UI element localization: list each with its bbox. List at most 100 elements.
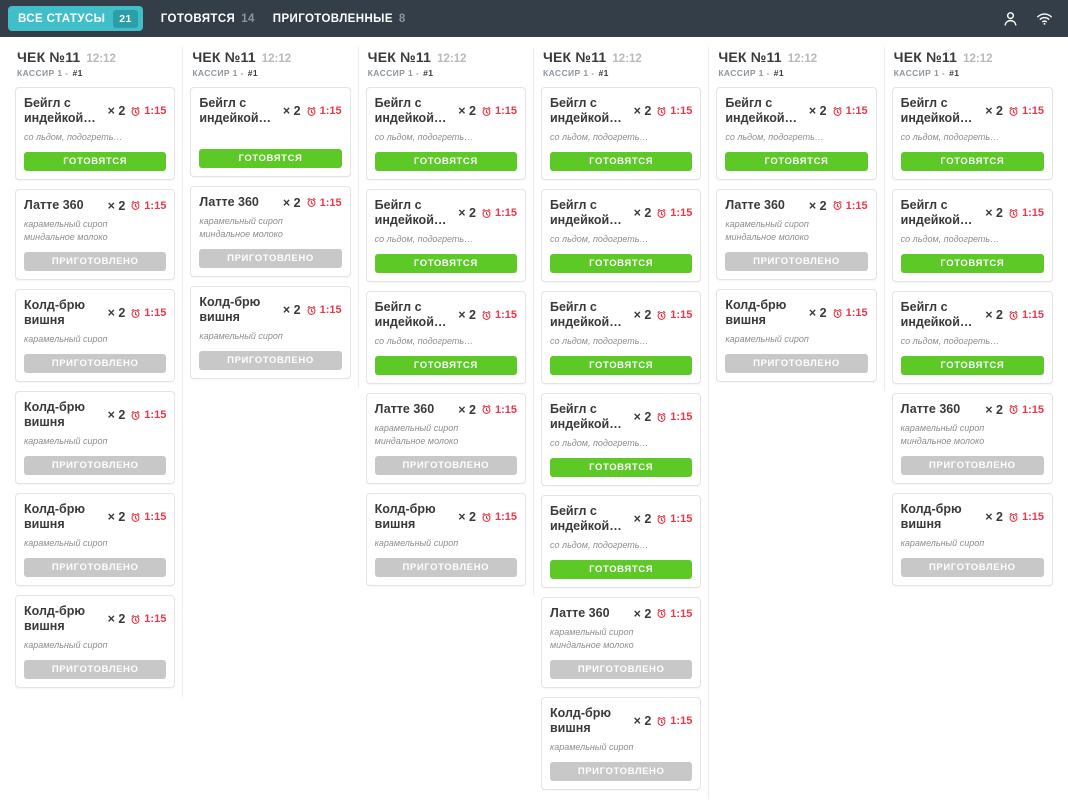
- status-button[interactable]: ПРИГОТОВЛЕНО: [24, 558, 167, 578]
- item-modifiers: карамельный сироп миндальное молоко: [24, 218, 166, 244]
- timer-icon: [833, 308, 842, 318]
- cashier-line: КАССИР 1 - #1: [541, 65, 701, 87]
- status-button[interactable]: ГОТОВЯТСЯ: [900, 356, 1044, 376]
- topbar-icons: [1002, 10, 1054, 27]
- status-button[interactable]: ГОТОВЯТСЯ: [549, 356, 693, 376]
- status-button[interactable]: ПРИГОТОВЛЕНО: [374, 456, 517, 476]
- item-qty: × 2: [633, 206, 652, 221]
- status-button[interactable]: ПРИГОТОВЛЕНО: [725, 354, 868, 374]
- status-button[interactable]: ГОТОВЯТСЯ: [24, 152, 167, 172]
- item-header: Латте 360 × 2 1:15: [725, 198, 867, 213]
- item-name: Бейгл с индейкой…: [549, 96, 622, 125]
- item-header: Бейгл с индейкой… × 2 1:15: [550, 198, 692, 228]
- timer-icon: [307, 305, 316, 315]
- status-button[interactable]: ГОТОВЯТСЯ: [900, 254, 1044, 274]
- timer-value: 1:15: [1021, 309, 1044, 322]
- item-qty: × 2: [808, 198, 827, 213]
- check-column: ЧЕК №11 12:12 КАССИР 1 - #1 Бейгл с инде…: [709, 47, 885, 392]
- checks-grid: ЧЕК №11 12:12 КАССИР 1 - #1 Бейгл с инде…: [0, 37, 1068, 800]
- timer-value: 1:15: [494, 309, 517, 322]
- timer-icon: [657, 412, 666, 422]
- item-modifiers: со льдом, подогреть…: [550, 335, 692, 348]
- timer-value: 1:15: [144, 511, 167, 524]
- status-button[interactable]: ГОТОВЯТСЯ: [549, 254, 693, 274]
- item-name: Колд-брю вишня: [374, 502, 436, 532]
- status-button[interactable]: ГОТОВЯТСЯ: [549, 560, 693, 580]
- order-item-card: Латте 360 × 2 1:15 карамельный сироп минд…: [365, 393, 526, 485]
- order-item-card: Бейгл с индейкой… × 2 1:15 со льдом, под…: [15, 87, 176, 181]
- item-header: Латте 360 × 2 1:15: [375, 402, 517, 417]
- modifier: со льдом, подогреть…: [900, 234, 1000, 245]
- item-qty: × 2: [107, 306, 126, 321]
- item-timer: 1:15: [481, 511, 517, 523]
- item-header: Бейгл с индейкой… × 2 1:15: [901, 300, 1044, 330]
- cashier-line: КАССИР 1 - #1: [366, 65, 526, 87]
- status-button[interactable]: ГОТОВЯТСЯ: [549, 458, 693, 478]
- tab-cooking[interactable]: ГОТОВЯТСЯ 14: [161, 13, 255, 25]
- cashier-number: #1: [247, 68, 259, 78]
- status-button[interactable]: ПРИГОТОВЛЕНО: [900, 558, 1044, 578]
- item-qty: × 2: [107, 408, 126, 423]
- item-header: Бейгл с индейкой… × 2 1:15: [375, 96, 517, 126]
- item-header: Латте 360 × 2 1:15: [24, 198, 166, 213]
- tab-all-statuses[interactable]: ВСЕ СТАТУСЫ 21: [8, 6, 143, 31]
- order-item-card: Бейгл с индейкой… × 2 1:15 со льдом, под…: [540, 87, 702, 181]
- status-button[interactable]: ПРИГОТОВЛЕНО: [24, 252, 167, 272]
- item-modifiers: карамельный сироп миндальное молоко: [901, 422, 1044, 448]
- timer-icon: [1009, 208, 1018, 218]
- status-button[interactable]: ПРИГОТОВЛЕНО: [549, 660, 693, 680]
- modifier: карамельный сироп: [199, 331, 283, 342]
- tab-done[interactable]: ПРИГОТОВЛЕННЫЕ 8: [273, 13, 406, 25]
- status-button[interactable]: ПРИГОТОВЛЕНО: [374, 558, 517, 578]
- item-timer: 1:15: [1008, 309, 1044, 321]
- modifier: карамельный сироп: [549, 627, 634, 638]
- item-qty: × 2: [633, 308, 652, 323]
- timer-value: 1:15: [144, 613, 167, 626]
- check-time: 12:12: [86, 53, 116, 65]
- status-button[interactable]: ГОТОВЯТСЯ: [374, 254, 517, 274]
- timer-value: 1:15: [1021, 207, 1044, 220]
- item-header: Бейгл с индейкой… × 2 1:15: [550, 300, 692, 330]
- timer-icon: [131, 614, 140, 624]
- status-button[interactable]: ПРИГОТОВЛЕНО: [199, 351, 342, 371]
- status-button[interactable]: ПРИГОТОВЛЕНО: [24, 660, 167, 680]
- status-button[interactable]: ПРИГОТОВЛЕНО: [24, 354, 167, 374]
- item-timer: 1:15: [1008, 207, 1044, 219]
- item-qty: × 2: [985, 104, 1003, 118]
- item-timer: 1:15: [1008, 105, 1044, 117]
- cashier-label: КАССИР 1 -: [718, 68, 770, 78]
- timer-value: 1:15: [670, 411, 693, 424]
- item-modifiers: карамельный сироп: [725, 333, 867, 346]
- item-qty: × 2: [985, 510, 1003, 525]
- user-icon[interactable]: [1002, 10, 1019, 27]
- item-modifiers: со льдом, подогреть…: [375, 335, 517, 348]
- status-button[interactable]: ПРИГОТОВЛЕНО: [725, 252, 868, 272]
- status-button[interactable]: ГОТОВЯТСЯ: [374, 356, 517, 376]
- item-name: Латте 360: [900, 402, 961, 417]
- item-qty: × 2: [458, 510, 476, 525]
- cashier-label: КАССИР 1 -: [192, 68, 244, 78]
- status-button[interactable]: ПРИГОТОВЛЕНО: [900, 456, 1044, 476]
- order-item-card: Колд-брю вишня × 2 1:15 карамельный сиро…: [540, 697, 702, 791]
- modifier: со льдом, подогреть…: [549, 132, 649, 142]
- status-button[interactable]: ГОТОВЯТСЯ: [374, 152, 517, 172]
- status-button[interactable]: ГОТОВЯТСЯ: [900, 152, 1044, 172]
- item-modifiers: со льдом, подогреть…: [725, 131, 867, 144]
- check-title: ЧЕК №11: [893, 49, 958, 65]
- order-item-card: Латте 360 × 2 1:15 карамельный сироп минд…: [15, 189, 176, 281]
- status-button[interactable]: ГОТОВЯТСЯ: [199, 149, 342, 168]
- status-button[interactable]: ПРИГОТОВЛЕНО: [199, 249, 342, 269]
- timer-icon: [131, 410, 140, 420]
- status-button[interactable]: ГОТОВЯТСЯ: [549, 152, 693, 172]
- timer-icon: [131, 512, 140, 522]
- item-name: Бейгл с индейкой…: [549, 300, 622, 330]
- item-timer: 1:15: [306, 304, 342, 316]
- item-name: Бейгл с индейкой…: [374, 198, 447, 228]
- item-modifiers: карамельный сироп: [24, 333, 166, 346]
- item-header: Бейгл с индейкой… × 2 1:15: [375, 300, 517, 330]
- status-button[interactable]: ПРИГОТОВЛЕНО: [549, 762, 693, 782]
- item-timer: 1:15: [481, 404, 517, 416]
- item-name: Бейгл с индейкой…: [374, 300, 447, 330]
- status-button[interactable]: ПРИГОТОВЛЕНО: [24, 456, 167, 476]
- status-button[interactable]: ГОТОВЯТСЯ: [725, 152, 868, 172]
